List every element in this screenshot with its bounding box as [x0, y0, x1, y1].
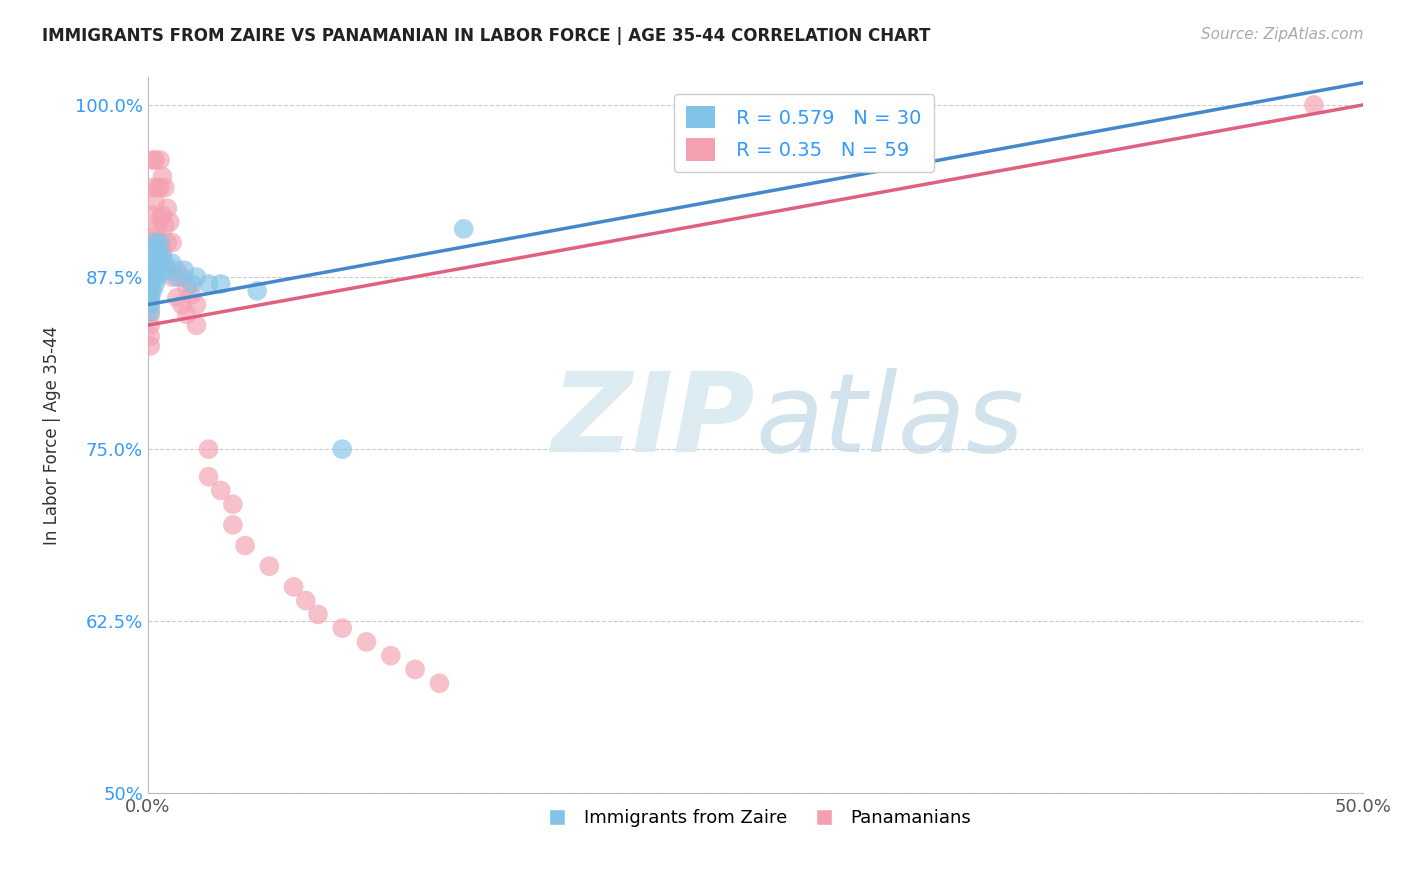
- Point: [139, 318, 162, 333]
- Point: [152, 249, 174, 263]
- Point: [149, 235, 172, 250]
- Point: [180, 288, 202, 302]
- Point: [170, 297, 193, 311]
- Point: [142, 270, 165, 285]
- Point: [149, 263, 172, 277]
- Point: [142, 235, 165, 250]
- Point: [429, 676, 451, 690]
- Point: [142, 208, 165, 222]
- Point: [380, 648, 402, 663]
- Point: [139, 291, 162, 305]
- Point: [152, 243, 174, 257]
- Point: [139, 339, 162, 353]
- Point: [143, 263, 166, 277]
- Point: [143, 153, 166, 167]
- Point: [233, 539, 256, 553]
- Point: [197, 442, 219, 457]
- Point: [146, 256, 169, 270]
- Point: [152, 208, 174, 222]
- Point: [166, 263, 188, 277]
- Point: [180, 277, 202, 291]
- Point: [146, 180, 169, 194]
- Point: [159, 215, 181, 229]
- Text: IMMIGRANTS FROM ZAIRE VS PANAMANIAN IN LABOR FORCE | AGE 35-44 CORRELATION CHART: IMMIGRANTS FROM ZAIRE VS PANAMANIAN IN L…: [42, 27, 931, 45]
- Point: [160, 256, 183, 270]
- Point: [156, 235, 179, 250]
- Point: [186, 270, 208, 285]
- Point: [146, 270, 169, 285]
- Point: [160, 235, 183, 250]
- Text: ZIP: ZIP: [551, 368, 755, 475]
- Point: [149, 153, 172, 167]
- Point: [259, 559, 281, 574]
- Point: [143, 277, 166, 291]
- Point: [307, 607, 329, 622]
- Point: [294, 593, 316, 607]
- Point: [142, 270, 165, 285]
- Point: [153, 219, 176, 234]
- Point: [142, 243, 165, 257]
- Point: [139, 277, 162, 291]
- Point: [356, 635, 378, 649]
- Point: [153, 180, 176, 194]
- Point: [186, 297, 208, 311]
- Point: [139, 291, 162, 305]
- Point: [139, 297, 162, 311]
- Point: [173, 263, 195, 277]
- Point: [246, 284, 269, 298]
- Point: [166, 291, 188, 305]
- Point: [170, 270, 193, 285]
- Point: [1303, 98, 1326, 112]
- Point: [197, 277, 219, 291]
- Point: [142, 284, 165, 298]
- Point: [186, 318, 208, 333]
- Point: [139, 270, 162, 285]
- Point: [139, 284, 162, 298]
- Legend: Immigrants from Zaire, Panamanians: Immigrants from Zaire, Panamanians: [531, 802, 979, 834]
- Point: [197, 469, 219, 483]
- Point: [166, 270, 188, 285]
- Point: [152, 169, 174, 184]
- Point: [139, 307, 162, 321]
- Point: [176, 279, 198, 293]
- Point: [142, 256, 165, 270]
- Point: [149, 211, 172, 225]
- Point: [146, 243, 169, 257]
- Point: [209, 483, 232, 498]
- Point: [142, 180, 165, 194]
- Text: atlas: atlas: [755, 368, 1024, 475]
- Point: [222, 497, 245, 511]
- Point: [160, 270, 183, 285]
- Point: [149, 180, 172, 194]
- Point: [143, 235, 166, 250]
- Point: [143, 256, 166, 270]
- Point: [139, 270, 162, 285]
- Point: [156, 201, 179, 215]
- Point: [156, 263, 179, 277]
- Point: [139, 279, 162, 293]
- Point: [453, 222, 475, 236]
- Point: [146, 222, 169, 236]
- Point: [139, 297, 162, 311]
- Point: [153, 256, 176, 270]
- Point: [143, 194, 166, 209]
- Point: [222, 517, 245, 532]
- Point: [283, 580, 305, 594]
- Text: Source: ZipAtlas.com: Source: ZipAtlas.com: [1201, 27, 1364, 42]
- Point: [149, 243, 172, 257]
- Point: [139, 304, 162, 318]
- Point: [330, 442, 353, 457]
- Point: [143, 228, 166, 243]
- Point: [404, 662, 426, 676]
- Point: [142, 153, 165, 167]
- Point: [176, 307, 198, 321]
- Point: [209, 277, 232, 291]
- Y-axis label: In Labor Force | Age 35-44: In Labor Force | Age 35-44: [44, 326, 60, 545]
- Point: [330, 621, 353, 635]
- Point: [139, 329, 162, 343]
